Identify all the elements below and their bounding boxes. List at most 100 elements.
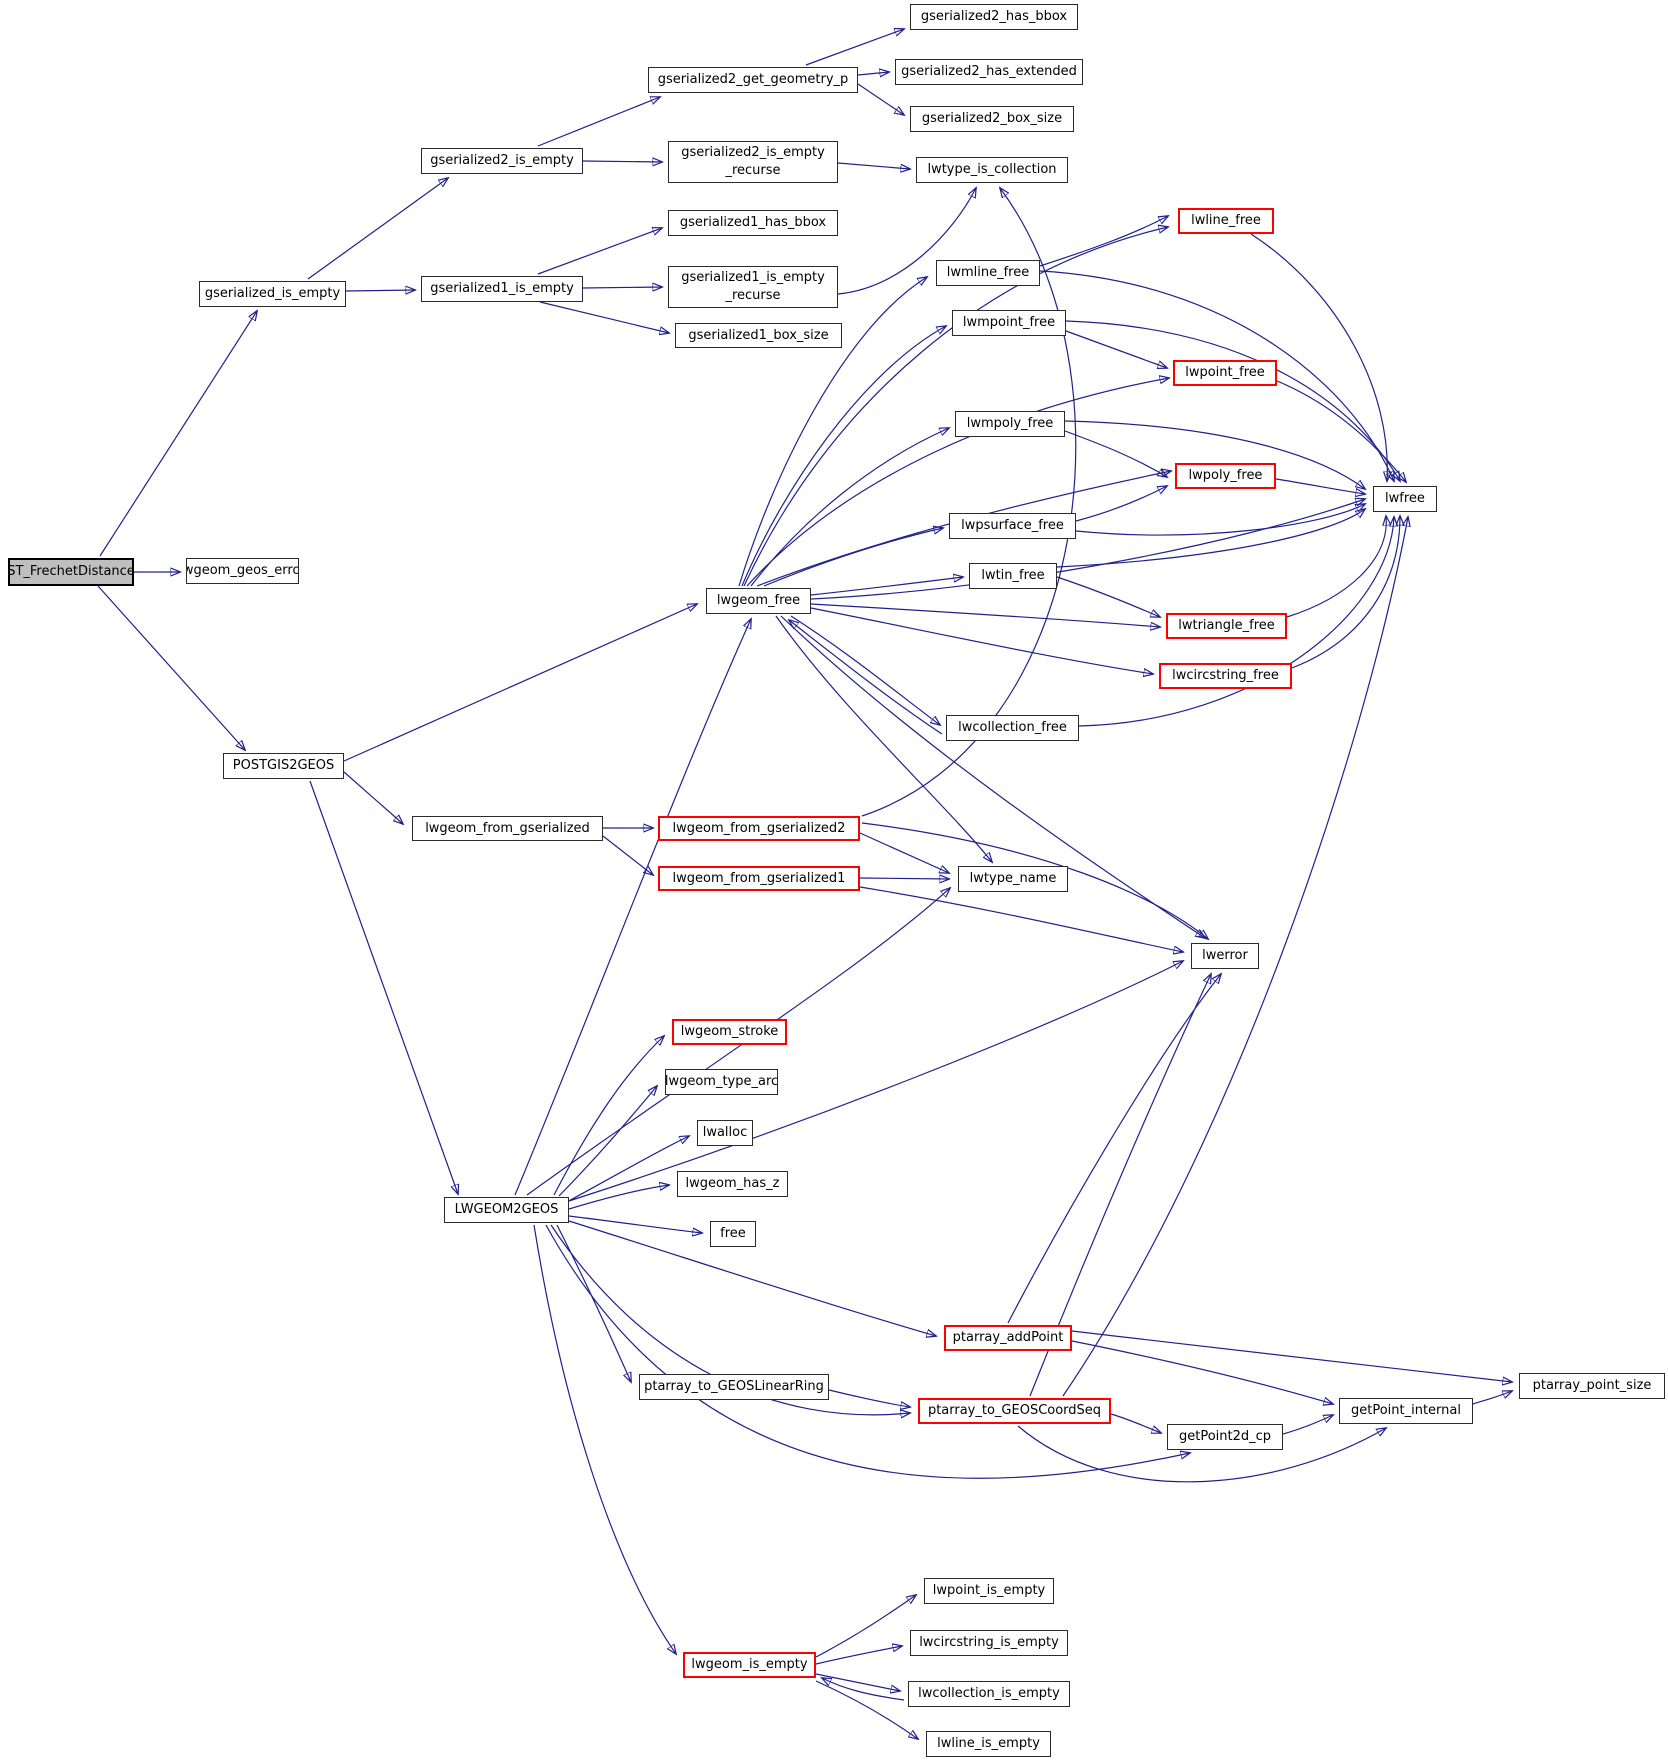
node-lwline-free[interactable]: lwline_free <box>1178 208 1274 234</box>
node-gserialized1-box-size[interactable]: gserialized1_box_size <box>675 323 842 348</box>
node-lwmpoly-free[interactable]: lwmpoly_free <box>955 411 1065 437</box>
node-lwalloc[interactable]: lwalloc <box>697 1120 753 1146</box>
edge-lwgeom2geos-lwalloc <box>564 1136 689 1204</box>
edge-gserialized2_is_empty-gserialized2_is_empty_recurse <box>582 161 662 162</box>
node-gserialized1-is-empty-recurse[interactable]: gserialized1_is_empty _recurse <box>668 266 838 308</box>
edge-gserialized2_get_geometry_p-gserialized2_has_bbox <box>805 29 904 66</box>
edge-lwgeom2geos-lwerror <box>568 961 1183 1202</box>
node-lwtin-free[interactable]: lwtin_free <box>969 563 1057 589</box>
node-label: ptarray_to_GEOSCoordSeq <box>927 1403 1102 1419</box>
edge-lwmpoly_free-lwpoly_free <box>1064 430 1167 477</box>
node-lwgeom-free[interactable]: lwgeom_free <box>706 588 811 614</box>
node-lwgeom-has-z[interactable]: lwgeom_has_z <box>677 1171 788 1197</box>
edge-lwgeom_free-lwfree <box>810 499 1365 600</box>
node-postgis2geos[interactable]: POSTGIS2GEOS <box>223 753 344 779</box>
edge-gserialized1_is_empty_recurse-lwtype_is_collection <box>837 188 976 295</box>
node-ptarray-point-size[interactable]: ptarray_point_size <box>1519 1373 1665 1399</box>
node-label: lwgeom_has_z <box>685 1176 780 1192</box>
node-label: lwtriangle_free <box>1178 618 1275 634</box>
edge-lwgeom_free-lwcircstring_free <box>810 607 1153 674</box>
node-lwgeom-is-empty[interactable]: lwgeom_is_empty <box>683 1652 816 1678</box>
node-gserialized1-has-bbox[interactable]: gserialized1_has_bbox <box>668 210 838 236</box>
node-gserialized1-is-empty[interactable]: gserialized1_is_empty <box>421 276 583 302</box>
node-label: gserialized1_is_empty _recurse <box>681 270 825 303</box>
node-lwtype-is-collection[interactable]: lwtype_is_collection <box>916 157 1068 183</box>
edge-lwgeom2geos-ptarray_addpoint <box>568 1220 936 1336</box>
node-label: lwcircstring_is_empty <box>919 1635 1059 1651</box>
node-ptarray-to-geoscoordseq[interactable]: ptarray_to_GEOSCoordSeq <box>918 1398 1111 1424</box>
node-lwpsurface-free[interactable]: lwpsurface_free <box>949 513 1076 539</box>
edge-gserialized1_is_empty-gserialized1_box_size <box>539 301 669 333</box>
node-lwgeom-geos-error[interactable]: lwgeom_geos_error <box>186 558 299 584</box>
edge-lwmline_free-lwline_free <box>1039 216 1168 267</box>
node-label: lwerror <box>1202 948 1248 964</box>
node-ptarray-addpoint[interactable]: ptarray_addPoint <box>944 1325 1072 1351</box>
node-lwgeom-stroke[interactable]: lwgeom_stroke <box>672 1019 787 1045</box>
node-gserialized2-get-geometry-p[interactable]: gserialized2_get_geometry_p <box>648 67 858 93</box>
edge-gserialized1_is_empty-gserialized1_has_bbox <box>537 228 662 275</box>
edge-lwpsurface_free-lwfree <box>1075 504 1365 536</box>
node-label: gserialized2_is_empty _recurse <box>681 145 825 178</box>
edge-lwgeom_free-lwcollection_free <box>790 615 940 725</box>
node-lwgeom2geos[interactable]: LWGEOM2GEOS <box>444 1197 569 1223</box>
node-lwcollection-is-empty[interactable]: lwcollection_is_empty <box>908 1681 1070 1707</box>
edge-postgis2geos-lwgeom_free <box>343 604 697 762</box>
node-free[interactable]: free <box>710 1221 756 1247</box>
node-getpoint-internal[interactable]: getPoint_internal <box>1339 1398 1473 1424</box>
node-label: lwpoint_is_empty <box>932 1583 1046 1599</box>
node-lwgeom-from-gserialized1[interactable]: lwgeom_from_gserialized1 <box>658 866 860 891</box>
edge-ptarray_to_geoscoordseq-getpoint2d_cp <box>1110 1413 1161 1433</box>
node-lwerror[interactable]: lwerror <box>1191 943 1259 969</box>
node-label: lwmline_free <box>946 265 1030 281</box>
node-label: lwcollection_is_empty <box>918 1686 1060 1702</box>
node-label: ST_FrechetDistance <box>8 564 134 580</box>
edge-lwcollection_free-lwgeom_free <box>789 620 943 735</box>
node-label: gserialized2_box_size <box>921 111 1063 127</box>
edge-lwgeom2geos-free <box>568 1215 702 1233</box>
edge-lwgeom2geos-lwgeom_type_arc <box>558 1086 657 1197</box>
node-lwpoint-is-empty[interactable]: lwpoint_is_empty <box>924 1578 1054 1604</box>
node-label: lwgeom_free <box>716 593 801 609</box>
node-label: lwtype_is_collection <box>927 162 1057 178</box>
node-lwmpoint-free[interactable]: lwmpoint_free <box>952 310 1066 336</box>
edge-getpoint_internal-ptarray_point_size <box>1472 1391 1512 1405</box>
node-lwpoint-free[interactable]: lwpoint_free <box>1173 360 1277 386</box>
node-gserialized2-is-empty[interactable]: gserialized2_is_empty <box>421 148 583 174</box>
node-lwtriangle-free[interactable]: lwtriangle_free <box>1166 613 1287 639</box>
edge-lwgeom_from_gserialized2-lwerror <box>861 822 1208 939</box>
edge-lwgeom2geos-getpoint2d_cp <box>545 1224 1190 1479</box>
node-lwgeom-from-gserialized[interactable]: lwgeom_from_gserialized <box>412 816 603 841</box>
node-lwline-is-empty[interactable]: lwline_is_empty <box>926 1731 1051 1757</box>
node-lwpoly-free[interactable]: lwpoly_free <box>1175 463 1276 489</box>
edge-lwcollection_is_empty-lwgeom_is_empty <box>822 1678 905 1701</box>
node-gserialized2-has-bbox[interactable]: gserialized2_has_bbox <box>910 4 1078 30</box>
node-label: getPoint_internal <box>1350 1403 1461 1419</box>
node-lwfree[interactable]: lwfree <box>1373 486 1437 512</box>
node-gserialized-is-empty[interactable]: gserialized_is_empty <box>199 281 346 307</box>
node-lwgeom-from-gserialized2[interactable]: lwgeom_from_gserialized2 <box>658 816 860 841</box>
node-label: lwgeom_from_gserialized <box>425 820 590 836</box>
node-getpoint2d-cp[interactable]: getPoint2d_cp <box>1167 1424 1283 1450</box>
node-label: gserialized_is_empty <box>204 286 341 302</box>
node-lwcollection-free[interactable]: lwcollection_free <box>946 715 1079 741</box>
node-lwtype-name[interactable]: lwtype_name <box>958 866 1068 892</box>
node-lwcircstring-free[interactable]: lwcircstring_free <box>1159 663 1292 689</box>
node-lwmline-free[interactable]: lwmline_free <box>936 260 1040 286</box>
node-label: lwgeom_stroke <box>680 1024 779 1040</box>
node-gserialized2-has-extended[interactable]: gserialized2_has_extended <box>895 59 1083 85</box>
node-label: lwtin_free <box>981 568 1045 584</box>
node-lwcircstring-is-empty[interactable]: lwcircstring_is_empty <box>910 1630 1068 1656</box>
node-label: lwgeom_from_gserialized1 <box>672 870 846 886</box>
edge-gserialized2_is_empty_recurse-lwtype_is_collection <box>837 162 910 169</box>
node-lwgeom-type-arc[interactable]: lwgeom_type_arc <box>665 1069 778 1095</box>
edge-ptarray_to_geoscoordseq-lwfree <box>1062 517 1408 1397</box>
edge-lwgeom_free-lwpsurface_free <box>763 528 943 587</box>
node-ptarray-to-geoslinearring[interactable]: ptarray_to_GEOSLinearRing <box>639 1374 829 1400</box>
node-gserialized2-box-size[interactable]: gserialized2_box_size <box>910 106 1074 132</box>
edge-postgis2geos-lwgeom2geos <box>309 780 458 1194</box>
edge-lwmpoint_free-lwpoint_free <box>1065 330 1167 368</box>
node-gserialized2-is-empty-recurse[interactable]: gserialized2_is_empty _recurse <box>668 141 838 183</box>
edge-lwgeom_free-lwmpoint_free <box>741 326 946 587</box>
node-st-frechetdistance[interactable]: ST_FrechetDistance <box>8 558 134 586</box>
